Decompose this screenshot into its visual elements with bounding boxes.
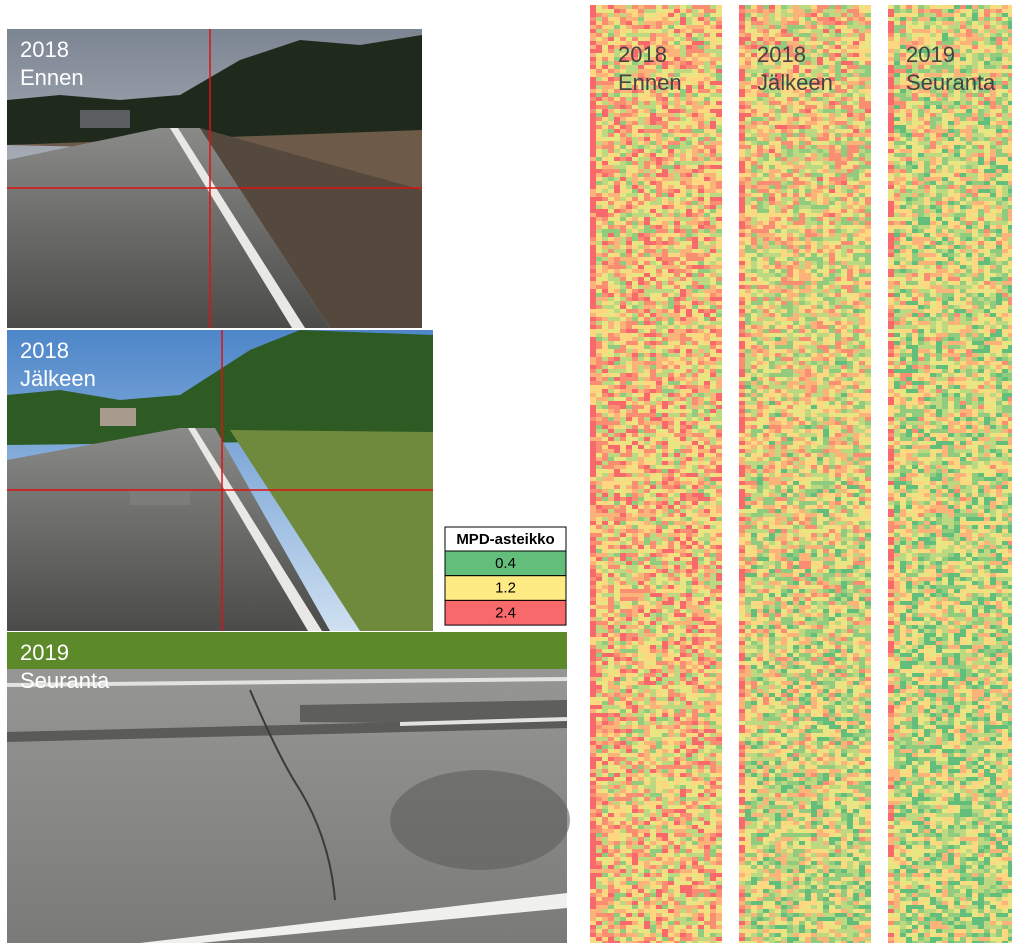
heatmap-cells xyxy=(590,5,722,943)
heatmap-cells xyxy=(894,5,1012,943)
heatmap-cells xyxy=(739,5,871,937)
legend-value: 2.4 xyxy=(495,604,516,621)
heatmap-cells xyxy=(739,5,871,943)
heatmap-year: 2019 xyxy=(906,42,955,67)
heatmap-cells xyxy=(739,5,871,943)
legend-title: MPD-asteikko xyxy=(456,531,554,548)
heatmap-cells xyxy=(888,9,894,937)
heatmap-year: 2018 xyxy=(618,42,667,67)
heatmap-cells xyxy=(596,5,722,943)
heatmap-cells xyxy=(596,13,722,943)
photo-year: 2019 xyxy=(20,640,69,665)
heatmap-cells xyxy=(739,5,871,943)
photo-after xyxy=(7,330,433,631)
heatmap-cells xyxy=(745,5,871,943)
photo-label: Jälkeen xyxy=(20,366,96,391)
legend-swatch xyxy=(444,599,567,626)
heatmap-year: 2018 xyxy=(757,42,806,67)
legend-swatch xyxy=(444,575,567,601)
heatmap xyxy=(739,5,871,943)
legend-header xyxy=(444,526,567,552)
heatmap-label: Seuranta xyxy=(906,70,996,95)
heatmap-label: Ennen xyxy=(618,70,682,95)
photo-followup xyxy=(7,632,570,943)
legend-swatch xyxy=(444,550,567,577)
heatmap-cells xyxy=(739,5,871,943)
heatmap-cells xyxy=(590,5,722,943)
photo-before xyxy=(7,29,422,328)
photo-label: Seuranta xyxy=(20,668,110,693)
heatmap-label: Jälkeen xyxy=(757,70,833,95)
legend-value: 1.2 xyxy=(495,580,516,597)
legend-value: 0.4 xyxy=(495,555,516,572)
heatmap xyxy=(888,5,1012,943)
heatmap xyxy=(590,5,722,943)
photo-year: 2018 xyxy=(20,338,69,363)
heatmap-cells xyxy=(888,5,1012,943)
heatmap-cells xyxy=(590,5,722,943)
photo-label: Ennen xyxy=(20,65,84,90)
heatmap-cells xyxy=(894,5,1012,943)
photo-year: 2018 xyxy=(20,37,69,62)
legend: MPD-asteikko 0.4 1.2 2.4 xyxy=(444,526,567,626)
heatmap-cells xyxy=(745,309,871,943)
heatmap-cells xyxy=(888,5,1012,943)
heatmap-cells xyxy=(888,5,1012,943)
heatmap-cells xyxy=(590,5,722,943)
